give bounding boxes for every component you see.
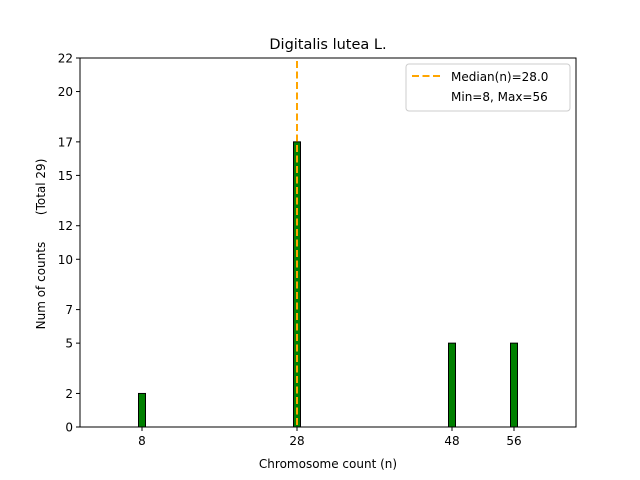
y-axis-label: Num of counts (Total 29): [34, 159, 48, 330]
bar-56: [510, 342, 518, 428]
plot-area: 8 28 48 56 0 2 5 7 10 12 15 17 20 22: [58, 52, 577, 448]
y-tick-label-2: 2: [65, 387, 73, 401]
y-tick-label-15: 15: [58, 169, 73, 183]
y-tick-label-7: 7: [65, 303, 73, 317]
y-tick-label-17: 17: [58, 135, 73, 149]
y-tick-label-0: 0: [65, 421, 73, 435]
y-tick-label-5: 5: [65, 337, 73, 351]
y-tick-label-10: 10: [58, 253, 73, 267]
legend-entry-median: Median(n)=28.0: [451, 70, 548, 84]
bar-48: [448, 342, 456, 428]
x-tick-label-28: 28: [289, 434, 304, 448]
bar-8: [138, 392, 146, 428]
legend-box: [405, 63, 571, 112]
x-tick-label-48: 48: [444, 434, 459, 448]
x-tick-label-56: 56: [506, 434, 521, 448]
y-tick-label-20: 20: [58, 85, 73, 99]
plot-frame: [79, 57, 577, 428]
y-tick-label-12: 12: [58, 219, 73, 233]
chart-title: Digitalis lutea L.: [269, 37, 386, 53]
x-axis-label: Chromosome count (n): [259, 457, 397, 471]
legend: Median(n)=28.0 Min=8, Max=56: [405, 63, 571, 112]
x-tick-label-8: 8: [138, 434, 146, 448]
y-tick-label-22: 22: [58, 52, 73, 66]
legend-entry-min-max: Min=8, Max=56: [451, 90, 548, 104]
